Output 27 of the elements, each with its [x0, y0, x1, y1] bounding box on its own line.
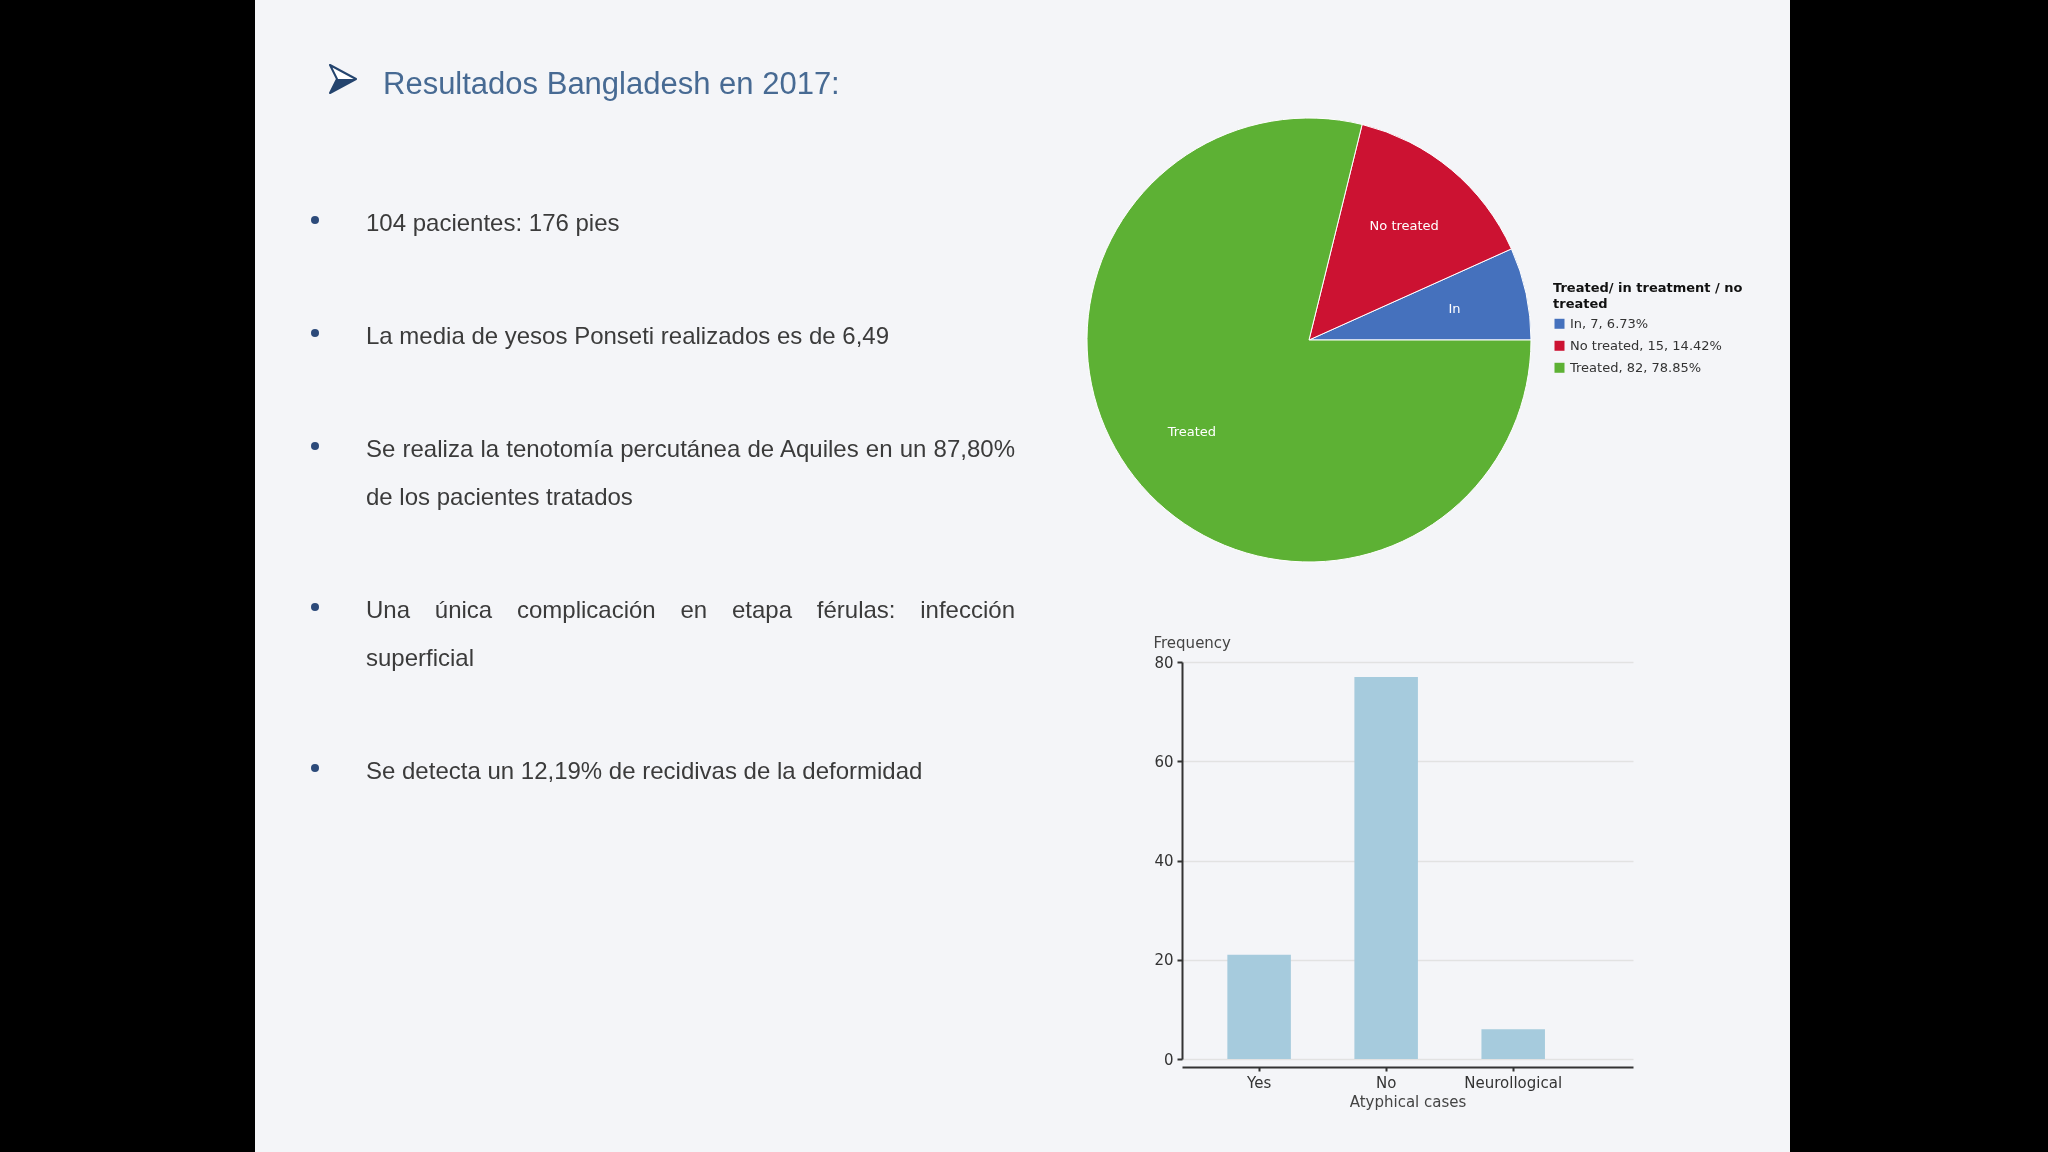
text: Se detecta un 12,19% de recidivas de la deformidad	[366, 757, 923, 784]
data-label: No treated	[1369, 217, 1439, 233]
text: Se realiza la tenotomía percutánea de Aquiles en un 87,80% de los pacientes tratados	[366, 435, 1015, 510]
x-axis-title: Atyphical cases	[1349, 1092, 1467, 1111]
text: Resultados Bangladesh en 2017:	[383, 65, 840, 103]
bar	[1227, 954, 1291, 1059]
bar	[1481, 1029, 1545, 1059]
y-tick-label: 60	[1154, 752, 1174, 771]
legend-title: Treated/ in treatment / no treated	[1553, 280, 1743, 312]
x-tick-label: Neurollogical	[1464, 1073, 1563, 1092]
y-tick-label: 20	[1154, 951, 1174, 970]
data-label: Treated	[1166, 423, 1217, 439]
legend-label: In, 7, 6.73%	[1570, 315, 1649, 331]
x-tick-label: No	[1375, 1073, 1397, 1092]
bar	[1354, 676, 1418, 1059]
text: Una única complicación en etapa férulas: infección superficial	[366, 596, 1015, 671]
text: La media de yesos Ponseti realizados es de 6,49	[366, 322, 889, 349]
text: 104 pacientes: 176 pies	[366, 209, 620, 236]
y-axis-title: Frequency	[1153, 633, 1232, 652]
legend-label: No treated, 15, 14.42%	[1570, 337, 1722, 353]
data-label: In	[1448, 300, 1461, 316]
legend-label: Treated, 82, 78.85%	[1569, 359, 1702, 375]
x-tick-label: Yes	[1246, 1073, 1272, 1092]
y-tick-label: 0	[1163, 1050, 1174, 1069]
y-tick-label: 80	[1154, 653, 1174, 672]
pie-slice	[1086, 117, 1532, 563]
y-tick-label: 40	[1154, 852, 1174, 870]
